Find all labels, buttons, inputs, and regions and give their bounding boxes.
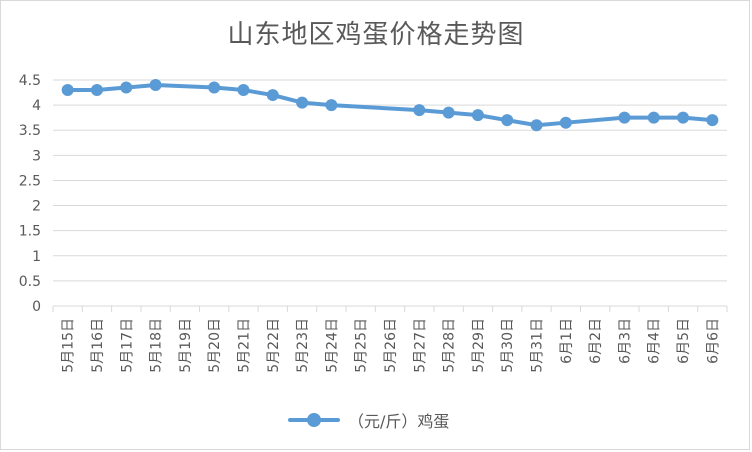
data-point	[559, 116, 572, 129]
y-tick-label: 4.5	[19, 73, 41, 89]
y-tick-label: 1	[32, 249, 41, 265]
x-tick-label: 5月30日	[500, 318, 516, 373]
data-point	[530, 119, 543, 132]
legend-marker-icon	[288, 408, 340, 432]
y-tick-label: 1.5	[19, 224, 41, 240]
x-tick-label: 5月19日	[178, 318, 194, 373]
x-tick-label: 5月22日	[266, 318, 282, 373]
x-tick-label: 5月18日	[149, 318, 165, 373]
data-point	[90, 84, 103, 97]
x-tick-label: 5月24日	[324, 318, 340, 373]
data-point	[296, 96, 309, 109]
y-tick-label: 3.5	[19, 123, 41, 139]
x-tick-label: 6月6日	[705, 318, 721, 364]
data-point	[706, 114, 719, 127]
x-tick-label: 5月16日	[90, 318, 106, 373]
data-point	[471, 109, 484, 122]
y-tick-label: 0	[32, 299, 41, 315]
y-tick-label: 3	[32, 148, 41, 164]
data-point	[208, 81, 221, 94]
x-tick-label: 5月25日	[354, 318, 370, 373]
y-tick-label: 4	[32, 98, 41, 114]
x-tick-label: 6月2日	[588, 318, 604, 364]
legend: （元/斤）鸡蛋	[288, 408, 449, 432]
y-tick-label: 2.5	[19, 173, 41, 189]
data-point	[501, 114, 514, 127]
x-tick-label: 6月5日	[676, 318, 692, 364]
data-point	[237, 84, 250, 97]
x-tick-label: 5月21日	[236, 318, 252, 373]
data-point	[266, 89, 279, 102]
x-tick-label: 5月31日	[530, 318, 546, 373]
chart-title: 山东地区鸡蛋价格走势图	[227, 20, 525, 50]
x-tick-label: 5月26日	[383, 318, 399, 373]
y-tick-label: 0.5	[19, 274, 41, 290]
data-point	[61, 84, 74, 97]
data-point	[647, 111, 660, 124]
x-tick-label: 5月27日	[412, 318, 428, 373]
x-tick-label: 5月15日	[61, 318, 77, 373]
x-tick-label: 5月17日	[119, 318, 135, 373]
x-tick-label: 5月28日	[442, 318, 458, 373]
data-point	[618, 111, 631, 124]
data-point	[677, 111, 690, 124]
data-point	[149, 79, 162, 92]
x-tick-label: 6月3日	[617, 318, 633, 364]
x-tick-label: 5月23日	[295, 318, 311, 373]
x-tick-label: 6月1日	[559, 318, 575, 364]
data-point	[413, 104, 426, 117]
data-point	[325, 99, 338, 112]
x-tick-label: 5月20日	[207, 318, 223, 373]
x-tick-label: 5月29日	[471, 318, 487, 373]
data-point	[120, 81, 133, 94]
legend-label: （元/斤）鸡蛋	[348, 412, 450, 431]
data-point	[442, 106, 455, 119]
y-tick-label: 2	[32, 199, 41, 215]
x-tick-label: 6月4日	[647, 318, 663, 364]
